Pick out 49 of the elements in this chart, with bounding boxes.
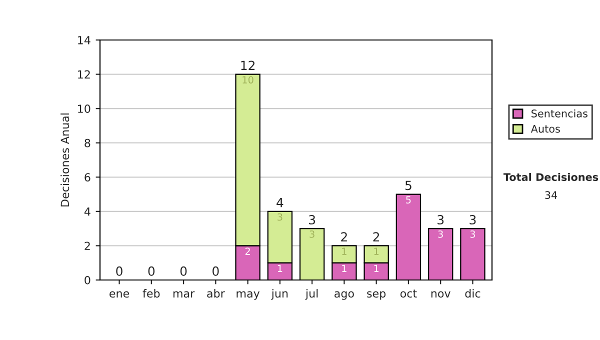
data-label: 1 [278, 264, 282, 272]
total-label: 2 [373, 232, 380, 242]
y-tick-label: 12 [78, 70, 90, 79]
x-tick-label: ago [334, 291, 354, 300]
total-label: 0 [116, 266, 122, 276]
data-label: 1 [374, 264, 379, 272]
data-label: 3 [438, 230, 443, 238]
y-tick-label: 0 [84, 276, 90, 284]
y-tick-label: 10 [78, 104, 90, 113]
legend-label: Autos [530, 124, 560, 133]
y-tick-label: 14 [78, 36, 90, 44]
legend-label: Sentencias [532, 109, 588, 118]
x-tick-label: feb [142, 289, 160, 298]
x-tick-label: nov [431, 291, 450, 298]
total-label: 4 [276, 198, 284, 208]
total-label: 12 [241, 60, 255, 70]
x-tick-label: oct [400, 290, 417, 298]
data-label: 3 [278, 213, 282, 221]
data-label: 3 [470, 230, 476, 238]
y-tick-label: 6 [84, 173, 90, 182]
total-label: 5 [405, 180, 412, 190]
x-tick-label: abr [207, 289, 225, 298]
data-label: 1 [342, 248, 346, 255]
total-label: 3 [309, 214, 316, 224]
y-tick-label: 8 [84, 138, 90, 148]
text: Total Decisiones [503, 172, 598, 182]
total-label: 0 [212, 266, 219, 276]
y-axis-title: Decisiones Anual [60, 114, 70, 206]
x-tick-label: mar [173, 291, 195, 298]
data-label: 1 [342, 264, 346, 272]
x-tick-label: may [236, 291, 260, 300]
data-label: 5 [406, 196, 411, 204]
total-label: 0 [148, 266, 155, 276]
data-label: 2 [245, 248, 250, 255]
total-label: 0 [180, 266, 187, 276]
data-label: 1 [374, 248, 379, 255]
total-label: 2 [341, 232, 347, 242]
text: 34 [545, 191, 558, 200]
x-tick-label: dic [465, 289, 480, 298]
x-tick-label: ene [110, 291, 130, 298]
x-tick-label: sep [367, 291, 386, 300]
data-label: 3 [310, 230, 314, 238]
total-label: 3 [438, 214, 444, 224]
x-tick-label: jul [305, 289, 318, 300]
y-tick-label: 2 [84, 242, 90, 250]
y-tick-label: 4 [84, 208, 90, 216]
total-label: 3 [470, 214, 476, 224]
data-label: 10 [242, 76, 254, 84]
x-tick-label: jun [271, 289, 288, 300]
